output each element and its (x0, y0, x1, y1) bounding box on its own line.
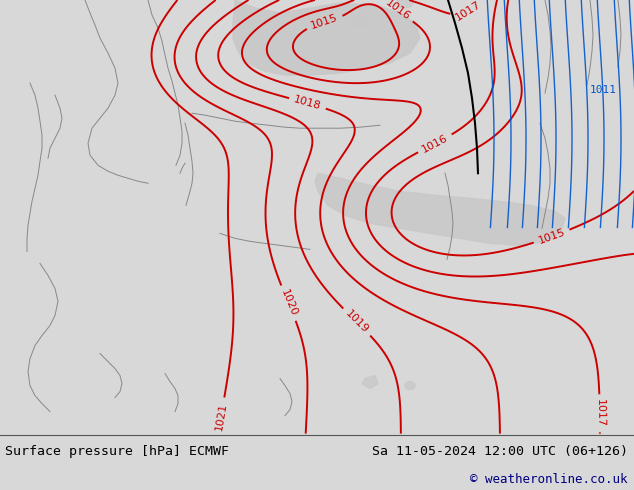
Text: 1018: 1018 (292, 95, 322, 112)
Text: 1011: 1011 (590, 85, 617, 95)
Polygon shape (362, 375, 378, 389)
Text: 1016: 1016 (383, 0, 411, 23)
Text: 1017: 1017 (454, 0, 483, 23)
Polygon shape (405, 382, 415, 390)
Text: Surface pressure [hPa] ECMWF: Surface pressure [hPa] ECMWF (5, 445, 229, 458)
Polygon shape (315, 173, 565, 245)
Text: 1020: 1020 (278, 288, 299, 318)
Polygon shape (352, 15, 370, 28)
Text: © weatheronline.co.uk: © weatheronline.co.uk (470, 473, 628, 487)
Text: 1016: 1016 (420, 133, 450, 154)
Text: 1015: 1015 (309, 12, 339, 31)
Text: 1021: 1021 (214, 401, 228, 431)
Text: 1017: 1017 (595, 399, 605, 427)
Text: 1015: 1015 (537, 227, 567, 246)
Text: 1019: 1019 (343, 309, 370, 336)
Text: Sa 11-05-2024 12:00 UTC (06+126): Sa 11-05-2024 12:00 UTC (06+126) (372, 445, 628, 458)
Polygon shape (397, 0, 413, 8)
Polygon shape (233, 0, 420, 75)
